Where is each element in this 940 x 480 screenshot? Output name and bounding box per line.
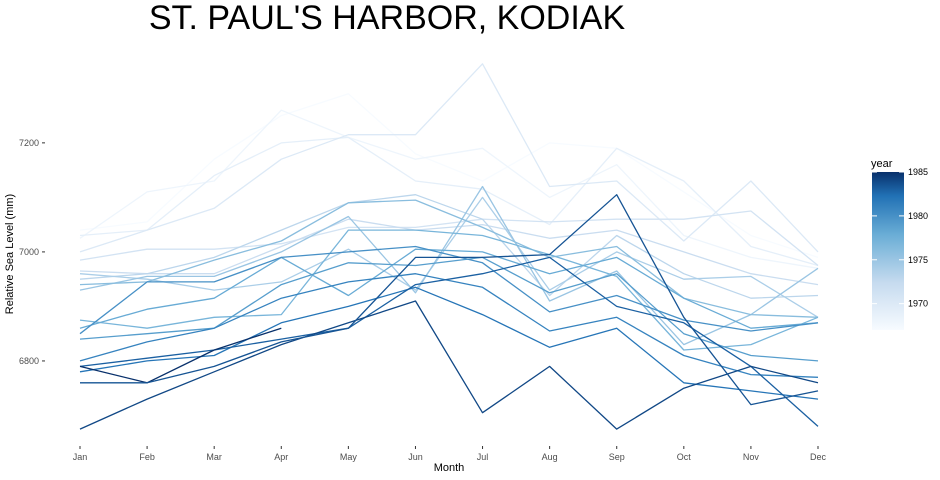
plot-lines xyxy=(79,63,819,430)
x-tick-label-11: Dec xyxy=(810,452,827,462)
x-tick-label-7: Aug xyxy=(542,452,558,462)
series-line-14 xyxy=(79,273,819,378)
series-line-13 xyxy=(79,245,819,335)
x-tick-label-1: Feb xyxy=(139,452,155,462)
chart-title: ST. PAUL'S HARBOR, KODIAK xyxy=(149,0,626,37)
x-tick-label-6: Jul xyxy=(477,452,489,462)
series-line-11 xyxy=(79,248,819,329)
legend-colorbar xyxy=(872,172,904,330)
x-tick-label-2: Mar xyxy=(206,452,222,462)
series-line-5 xyxy=(79,218,819,286)
x-tick-label-0: Jan xyxy=(73,452,88,462)
series-line-6 xyxy=(79,194,819,299)
legend-title: year xyxy=(871,158,893,170)
series-line-12 xyxy=(79,256,819,362)
series-line-16 xyxy=(79,256,819,427)
legend-label-0: 1970 xyxy=(908,299,928,309)
x-tick-label-9: Oct xyxy=(677,452,692,462)
x-axis: Jan Feb Mar Apr May Jun Jul Aug Sep Oct Nov Dec xyxy=(73,446,827,462)
x-tick-label-5: Jun xyxy=(408,452,423,462)
series-line-17 xyxy=(79,300,819,430)
series-line-7 xyxy=(79,196,819,318)
x-tick-label-8: Sep xyxy=(609,452,625,462)
series-line-4 xyxy=(79,210,819,267)
series-line-19 xyxy=(80,194,819,406)
series-line-0 xyxy=(79,93,819,259)
year-legend: year 1970 1975 1980 1985 xyxy=(871,158,928,330)
y-tick-label-2: 7200 xyxy=(19,138,39,148)
series-line-2 xyxy=(79,136,819,267)
y-tick-label-0: 6800 xyxy=(19,356,39,366)
y-axis: 6800 7000 7200 xyxy=(19,138,45,366)
series-line-9 xyxy=(79,199,819,318)
series-line-10 xyxy=(79,229,819,351)
y-tick-label-1: 7000 xyxy=(19,247,39,257)
x-tick-label-3: Apr xyxy=(274,452,288,462)
x-tick-label-4: May xyxy=(340,452,358,462)
legend-label-1: 1975 xyxy=(908,255,928,265)
x-axis-title: Month xyxy=(434,462,465,474)
series-line-1 xyxy=(79,109,819,269)
y-axis-title: Relative Sea Level (mm) xyxy=(4,194,16,314)
series-line-8 xyxy=(79,185,819,346)
series-line-3 xyxy=(79,63,819,253)
legend-label-2: 1980 xyxy=(908,211,928,221)
series-line-18 xyxy=(79,327,282,384)
legend-label-3: 1985 xyxy=(908,167,928,177)
x-tick-label-10: Nov xyxy=(743,452,760,462)
